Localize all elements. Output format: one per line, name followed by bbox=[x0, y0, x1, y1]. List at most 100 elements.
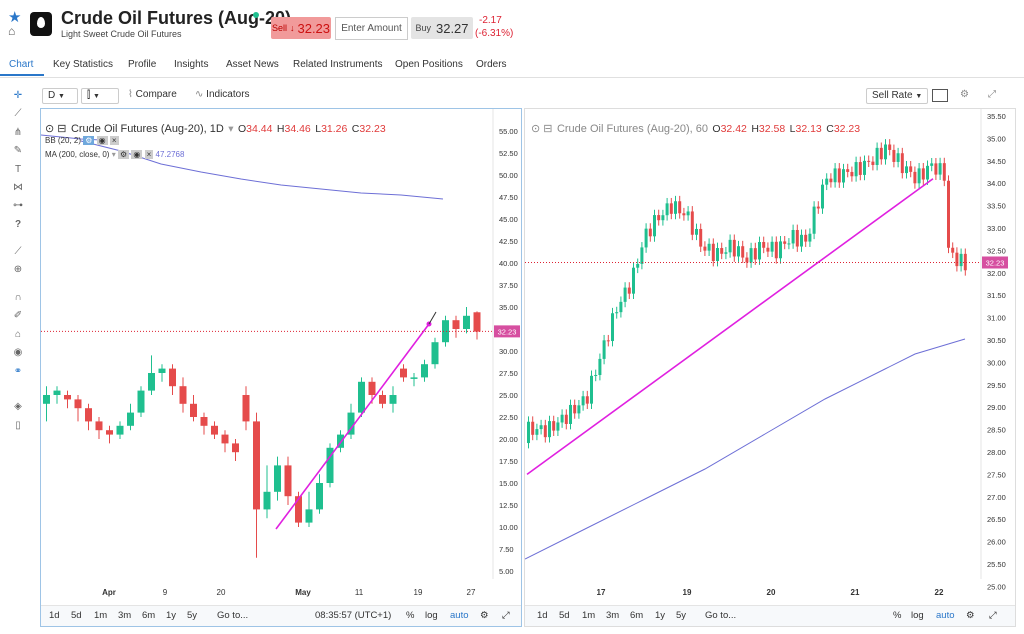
unlock-icon[interactable]: ⌂ bbox=[14, 329, 22, 340]
candle bbox=[720, 248, 724, 254]
sell-rate-select[interactable]: Sell Rate ▼ bbox=[866, 88, 929, 104]
candle bbox=[585, 396, 589, 404]
interval-select[interactable]: D ▼ bbox=[42, 88, 78, 104]
compare-button[interactable]: ⌇ Compare bbox=[128, 88, 177, 102]
eye-icon[interactable]: ◉ bbox=[96, 136, 108, 145]
tab-insights[interactable]: Insights bbox=[174, 59, 209, 70]
range-1m-button[interactable]: 1m bbox=[582, 610, 596, 621]
range-1y-button[interactable]: 1y bbox=[655, 610, 666, 621]
sell-button[interactable]: Sell ↓ 32.23 bbox=[271, 17, 331, 39]
range-6m-button[interactable]: 6m bbox=[630, 610, 644, 621]
fib-icon[interactable]: ⋔ bbox=[13, 127, 23, 138]
range-5y-button[interactable]: 5y bbox=[187, 610, 198, 621]
eye-icon[interactable]: ◉ bbox=[13, 347, 23, 358]
lock-drawing-icon[interactable]: ✐ bbox=[13, 310, 23, 321]
fullscreen-icon[interactable]: ⤢ bbox=[989, 610, 997, 621]
daily-chart-canvas[interactable]: 55.00 52.50 50.00 47.50 45.00 42.50 40.00 37.50… bbox=[41, 109, 521, 606]
range-1d-button[interactable]: 1d bbox=[49, 610, 60, 621]
close-icon[interactable]: × bbox=[109, 136, 119, 145]
x-tick-label: 19 bbox=[683, 588, 692, 597]
candle bbox=[253, 421, 260, 510]
auto-toggle[interactable]: auto bbox=[936, 610, 955, 621]
log-toggle[interactable]: log bbox=[911, 610, 924, 621]
range-1y-button[interactable]: 1y bbox=[166, 610, 177, 621]
ruler-icon[interactable]: ⟋ bbox=[14, 246, 22, 257]
candle bbox=[442, 320, 449, 343]
eye-icon[interactable]: ◉ bbox=[131, 150, 143, 159]
tab-key-statistics[interactable]: Key Statistics bbox=[53, 59, 114, 70]
percent-toggle[interactable]: % bbox=[406, 610, 415, 621]
bb-indicator-legend[interactable]: BB (20, 2) ⚙ ◉ × bbox=[45, 136, 119, 145]
range-5d-button[interactable]: 5d bbox=[559, 610, 570, 621]
zoom-icon[interactable]: ⊕ bbox=[13, 264, 23, 275]
range-6m-button[interactable]: 6m bbox=[142, 610, 156, 621]
range-3m-button[interactable]: 3m bbox=[118, 610, 132, 621]
settings-icon[interactable]: ⚙ bbox=[480, 610, 489, 621]
candle bbox=[837, 168, 841, 183]
collapse-icon[interactable]: ⊙ ⊟ bbox=[531, 123, 553, 135]
collapse-icon[interactable]: ⊙ ⊟ bbox=[45, 123, 67, 135]
layers-icon[interactable]: ◈ bbox=[14, 401, 22, 412]
chart-panel-daily[interactable]: 55.00 52.50 50.00 47.50 45.00 42.50 40.00 37.50… bbox=[40, 108, 522, 627]
auto-toggle[interactable]: auto bbox=[450, 610, 469, 621]
tab-asset-news[interactable]: Asset News bbox=[226, 59, 279, 70]
brush-icon[interactable]: ✎ bbox=[13, 145, 23, 156]
range-5d-button[interactable]: 5d bbox=[71, 610, 82, 621]
settings-icon[interactable]: ⚙ bbox=[83, 136, 95, 145]
tab-chart[interactable]: Chart bbox=[9, 59, 34, 70]
help-icon[interactable]: ? bbox=[14, 219, 22, 230]
layout-icon[interactable] bbox=[932, 89, 948, 102]
chevron-down-icon: ▼ bbox=[915, 93, 923, 100]
amount-input[interactable]: Enter Amount bbox=[335, 17, 408, 40]
fullscreen-icon[interactable]: ⤢ bbox=[502, 610, 510, 621]
measure-icon[interactable]: ⊶ bbox=[13, 200, 23, 211]
goto-button[interactable]: Go to... bbox=[217, 610, 249, 621]
candle bbox=[400, 368, 407, 378]
trash-icon[interactable]: ▯ bbox=[15, 420, 21, 431]
candle bbox=[560, 414, 564, 423]
chevron-down-icon[interactable]: ▾ bbox=[228, 123, 234, 135]
settings-icon[interactable]: ⚙ bbox=[960, 89, 969, 100]
tab-profile[interactable]: Profile bbox=[128, 59, 157, 70]
candle bbox=[337, 434, 344, 448]
candle bbox=[842, 169, 845, 183]
hourly-chart-footer: 1d 5d 1m 3m 6m 1y 5y Go to... % log auto… bbox=[525, 605, 1015, 626]
range-1d-button[interactable]: 1d bbox=[537, 610, 548, 621]
range-3m-button[interactable]: 3m bbox=[606, 610, 620, 621]
settings-icon[interactable]: ⚙ bbox=[966, 610, 975, 621]
favorite-star-icon[interactable]: ★ bbox=[8, 9, 22, 26]
price-alert-icon[interactable]: ⌂ bbox=[8, 24, 16, 38]
link-icon[interactable]: ⚭ bbox=[13, 366, 23, 377]
range-1m-button[interactable]: 1m bbox=[94, 610, 108, 621]
open-value: 34.44 bbox=[246, 123, 273, 135]
y-tick-label: 33.00 bbox=[987, 224, 1006, 233]
fullscreen-icon[interactable]: ⤢ bbox=[988, 89, 996, 100]
tab-orders[interactable]: Orders bbox=[476, 59, 507, 70]
crosshair-icon[interactable]: ✛ bbox=[13, 90, 23, 101]
hourly-chart-canvas[interactable]: 35.50 35.00 34.50 34.00 33.50 33.00 32.50 32.00… bbox=[525, 109, 1015, 606]
candle bbox=[158, 368, 166, 373]
settings-icon[interactable]: ⚙ bbox=[117, 150, 130, 159]
interval-value: D bbox=[48, 90, 56, 101]
chart-panel-hourly[interactable]: 35.50 35.00 34.50 34.00 33.50 33.00 32.50 32.00… bbox=[524, 108, 1016, 627]
goto-button[interactable]: Go to... bbox=[705, 610, 737, 621]
trendline-icon[interactable]: ⟋ bbox=[14, 108, 22, 119]
candle bbox=[695, 228, 698, 235]
tab-open-positions[interactable]: Open Positions bbox=[395, 59, 463, 70]
y-tick-label: 33.50 bbox=[987, 202, 1006, 211]
log-toggle[interactable]: log bbox=[425, 610, 438, 621]
chart-type-select[interactable]: ⫿ ▼ bbox=[81, 88, 119, 104]
close-icon[interactable]: × bbox=[144, 150, 154, 159]
indicators-button[interactable]: ∿ Indicators bbox=[195, 88, 250, 102]
chevron-down-icon[interactable]: ▾ bbox=[111, 150, 116, 159]
candle bbox=[947, 180, 950, 248]
ma-indicator-legend[interactable]: MA (200, close, 0) ▾ ⚙ ◉ × 47.2768 bbox=[45, 150, 184, 159]
pattern-icon[interactable]: ⋈ bbox=[13, 182, 23, 193]
buy-button[interactable]: Buy 32.27 bbox=[411, 17, 473, 39]
tab-related-instruments[interactable]: Related Instruments bbox=[293, 59, 383, 70]
percent-toggle[interactable]: % bbox=[893, 610, 902, 621]
magnet-icon[interactable]: ∩ bbox=[14, 292, 22, 303]
text-icon[interactable]: T bbox=[14, 164, 22, 175]
range-5y-button[interactable]: 5y bbox=[676, 610, 687, 621]
candle bbox=[284, 465, 292, 497]
